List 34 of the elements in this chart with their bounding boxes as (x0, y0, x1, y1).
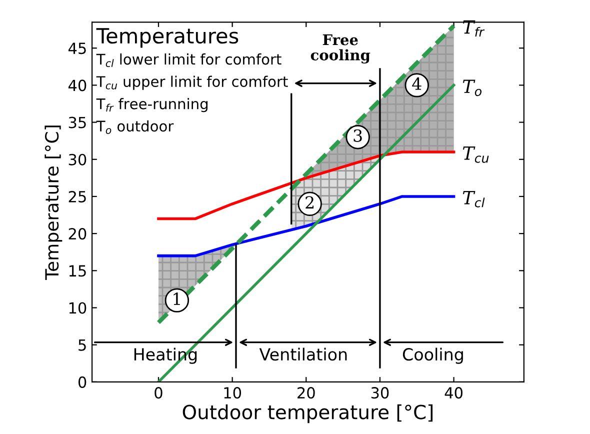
y-tick-label: 25 (68, 190, 86, 202)
series-label: T$_{cl}$ (462, 191, 485, 208)
x-tick-label: 30 (371, 387, 389, 399)
x-tick-label: 20 (298, 387, 315, 399)
annotation: Free cooling (310, 34, 370, 64)
y-tick-label: 30 (68, 154, 86, 166)
x-axis-title: Outdoor temperature [°C] (182, 404, 433, 424)
x-tick-label: 0 (154, 387, 162, 399)
annotation: 1 (174, 292, 180, 305)
annotation: 4 (412, 77, 422, 90)
series-label: T$_{o}$ (462, 80, 482, 96)
annotation: T$_{o}$ outdoor (96, 120, 174, 134)
annotation: Cooling (402, 348, 463, 364)
y-tick-label: 35 (68, 116, 86, 128)
y-tick-label: 40 (68, 80, 86, 92)
annotation: T$_{fr}$ free-running (96, 98, 208, 112)
annotation: 3 (354, 129, 362, 142)
y-tick-label: 20 (68, 228, 86, 240)
y-tick-label: 10 (69, 302, 86, 314)
annotation: 2 (306, 196, 314, 208)
x-tick-label: 10 (224, 387, 242, 399)
series-label: T$_{cu}$ (462, 146, 489, 163)
annotation: Temperatures (96, 28, 238, 48)
annotation: T$_{cu}$ upper limit for comfort (96, 76, 288, 90)
line-series (157, 195, 456, 258)
y-tick-label: 5 (78, 339, 86, 351)
y-axis-title: Temperature [°C] (44, 126, 62, 280)
y-tick-label: 15 (69, 265, 86, 277)
x-tick-label: 40 (444, 387, 462, 399)
y-tick-label: 45 (68, 42, 86, 54)
annotation: T$_{cl}$ lower limit for comfort (96, 53, 282, 68)
y-tick-label: 0 (78, 376, 86, 388)
line-series (157, 150, 456, 220)
annotation: Ventilation (259, 348, 347, 361)
